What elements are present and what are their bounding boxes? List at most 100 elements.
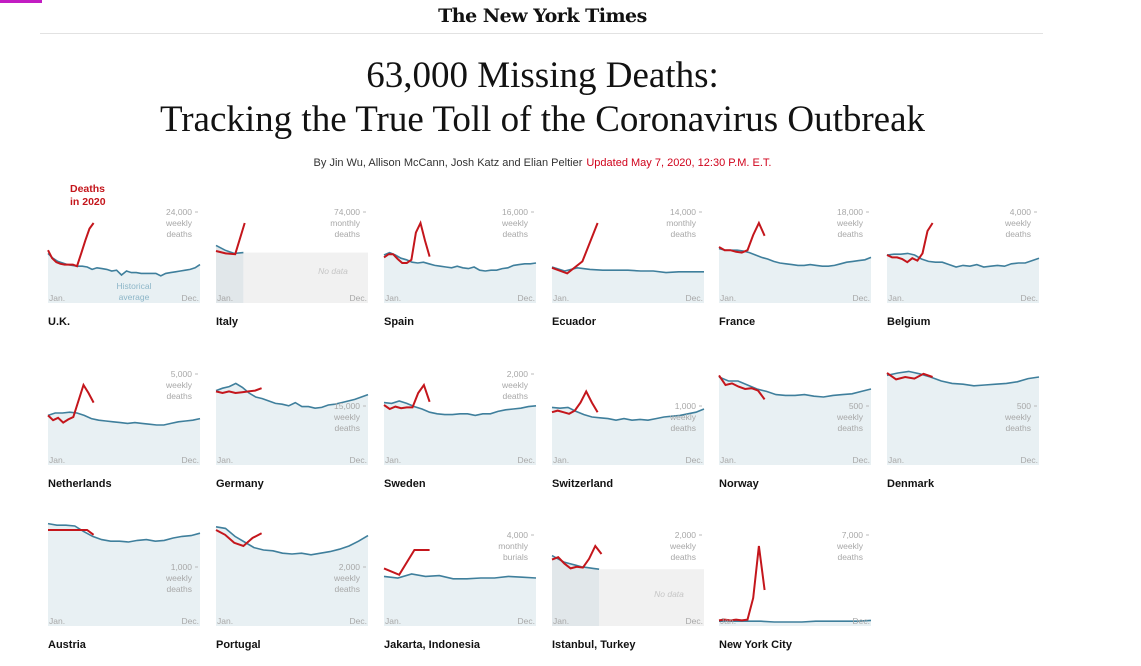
x-start-label: Jan.: [49, 293, 65, 303]
scale-value-label: 1,000: [675, 401, 697, 411]
panel-title: Istanbul, Turkey: [552, 639, 636, 651]
panel-title: Italy: [216, 316, 239, 328]
x-end-label: Dec.: [182, 293, 199, 303]
historical-average-line: [47, 411, 201, 426]
scale-unit-label: weekly: [1004, 218, 1032, 228]
chart-panel-norway: Jan. Dec. 500 weekly deaths Norway: [718, 347, 872, 497]
deaths-2020-line: [551, 222, 599, 275]
x-start-label: Jan.: [217, 293, 233, 303]
scale-unit-label: deaths: [1005, 423, 1031, 433]
panel-title: Portugal: [216, 639, 261, 651]
historical-area: [719, 377, 871, 465]
chart-panel-sweden: Jan. Dec. 2,000 weekly deaths Sweden: [383, 347, 537, 497]
scale-unit-label: weekly: [165, 573, 193, 583]
panel-title: Ecuador: [552, 316, 597, 328]
byline-authors[interactable]: By Jin Wu, Allison McCann, Josh Katz and…: [313, 157, 583, 169]
scale-unit-label: monthly: [330, 218, 361, 228]
chart-panel-netherlands: Jan. Dec. 5,000 weekly deaths Netherlands: [47, 347, 201, 497]
scale-unit-label: deaths: [334, 423, 360, 433]
scale-unit-label: deaths: [502, 391, 528, 401]
scale-unit-label: deaths: [1005, 229, 1031, 239]
scale-value-label: 5,000: [171, 369, 193, 379]
chart-panel-belgium: Jan. Dec. 4,000 weekly deaths Belgium: [886, 185, 1040, 335]
scale-unit-label: deaths: [502, 229, 528, 239]
historical-area: [887, 371, 1039, 465]
x-start-label: Jan.: [720, 455, 736, 465]
no-data-region: [243, 252, 368, 303]
x-end-label: Dec.: [182, 616, 199, 626]
scale-unit-label: deaths: [670, 229, 696, 239]
deaths-2020-line: [383, 549, 430, 577]
deaths-2020-line: [215, 529, 263, 548]
x-end-label: Dec.: [350, 616, 367, 626]
panel-title: Germany: [216, 478, 264, 490]
scale-value-label: 14,000: [670, 207, 696, 217]
deaths-2020-line: [215, 222, 246, 256]
historical-average-line: [383, 573, 537, 580]
historical-average-line: [47, 522, 201, 543]
panel-title: Denmark: [887, 478, 935, 490]
panel-title: Spain: [384, 316, 414, 328]
scale-unit-label: deaths: [166, 229, 192, 239]
chart-panel-denmark: Jan. Dec. 500 weekly deaths Denmark: [886, 347, 1040, 497]
chart-panel-france: Jan. Dec. 18,000 weekly deaths France: [718, 185, 872, 335]
historical-area: [216, 526, 368, 626]
no-data-label: No data: [318, 266, 348, 276]
x-end-label: Dec.: [686, 455, 703, 465]
x-end-label: Dec.: [518, 293, 535, 303]
historical-area: [384, 574, 536, 626]
scale-value-label: 24,000: [166, 207, 192, 217]
historical-area: [48, 412, 200, 465]
chart-panel-portugal: Jan. Dec. 2,000 weekly deaths Portugal: [215, 508, 369, 658]
scale-unit-label: deaths: [670, 423, 696, 433]
x-end-label: Dec.: [518, 616, 535, 626]
scale-unit-label: deaths: [166, 584, 192, 594]
x-end-label: Dec.: [518, 455, 535, 465]
panel-title: U.K.: [48, 316, 70, 328]
x-start-label: Jan.: [385, 293, 401, 303]
panel-title: France: [719, 316, 756, 328]
scale-value-label: 7,000: [842, 530, 864, 540]
scale-unit-label: weekly: [333, 573, 361, 583]
scale-unit-label: deaths: [334, 229, 360, 239]
updated-timestamp: Updated May 7, 2020, 12:30 P.M. E.T.: [586, 157, 772, 169]
historical-area: [384, 401, 536, 465]
chart-panel-ecuador: Jan. Dec. 14,000 monthly deaths Ecuador: [551, 185, 704, 335]
x-start-label: Jan.: [720, 293, 736, 303]
chart-panel-jakarta-indonesia: Jan. Dec. 4,000 monthly burials Jakarta, Indo…: [383, 508, 537, 658]
deaths-2020-line: [886, 222, 934, 264]
nyt-masthead-logo[interactable]: The New York Times: [438, 5, 647, 27]
panel-title: Belgium: [887, 316, 931, 328]
scale-value-label: 4,000: [507, 530, 529, 540]
historical-average-line: [215, 244, 244, 255]
selection-marker: [0, 0, 42, 3]
scale-unit-label: deaths: [837, 229, 863, 239]
legend-historical-label: Historical: [117, 281, 152, 291]
x-end-label: Dec.: [350, 293, 367, 303]
x-start-label: Jan.: [385, 616, 401, 626]
historical-average-line: [886, 370, 1040, 387]
scale-unit-label: weekly: [165, 218, 193, 228]
historical-average-line: [215, 526, 369, 556]
historical-area: [216, 383, 368, 465]
x-start-label: Jan.: [385, 455, 401, 465]
scale-unit-label: deaths: [334, 584, 360, 594]
scale-unit-label: burials: [503, 552, 528, 562]
deaths-2020-line: [551, 544, 603, 570]
panel-title: Switzerland: [552, 478, 614, 490]
deaths-2020-line: [718, 545, 766, 622]
x-start-label: Jan.: [888, 455, 904, 465]
historical-area: [552, 407, 704, 465]
deaths-2020-line: [886, 372, 933, 381]
deaths-2020-line: [48, 529, 95, 536]
chart-panel-new-york-city: Jan. Dec. 7,000 weekly deaths New York City: [718, 508, 872, 658]
x-end-label: Dec.: [686, 616, 703, 626]
